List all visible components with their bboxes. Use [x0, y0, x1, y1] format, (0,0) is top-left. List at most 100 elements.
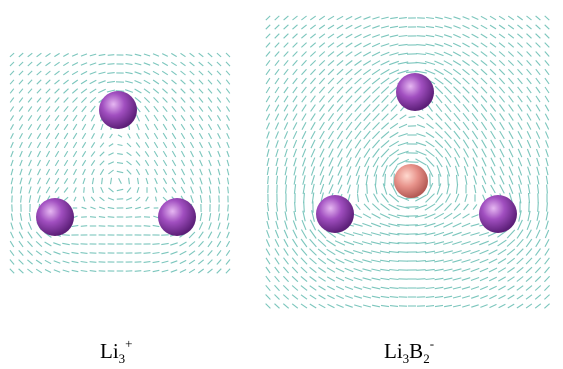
field-arrow	[480, 24, 488, 30]
field-arrow	[453, 148, 461, 158]
field-arrow	[326, 239, 336, 247]
field-arrow	[462, 304, 470, 308]
field-arrow	[425, 193, 435, 203]
field-arrow	[517, 77, 523, 85]
field-arrow	[544, 113, 550, 121]
field-arrow	[319, 183, 325, 195]
field-arrow	[388, 250, 400, 254]
field-arrow	[136, 132, 140, 140]
field-arrow	[71, 70, 79, 76]
field-arrow	[152, 62, 160, 66]
field-arrow	[63, 53, 69, 57]
field-arrow	[356, 175, 360, 185]
field-arrow	[27, 268, 33, 274]
field-arrow	[499, 184, 505, 194]
field-arrow	[143, 79, 151, 85]
field-arrow	[363, 24, 371, 30]
field-arrow	[309, 257, 317, 265]
field-arrow	[301, 33, 307, 39]
field-arrow	[362, 213, 372, 219]
field-arrow	[71, 53, 79, 57]
field-arrow	[265, 239, 271, 247]
field-arrow	[462, 24, 470, 30]
field-arrow	[508, 148, 514, 158]
field-arrow	[317, 257, 327, 265]
field-arrow	[292, 148, 298, 158]
field-arrow	[362, 268, 372, 272]
field-arrow	[328, 139, 334, 149]
field-arrow	[44, 259, 52, 265]
field-arrow	[543, 275, 551, 283]
field-arrow	[334, 240, 346, 246]
field-arrow	[265, 33, 271, 39]
field-arrow	[516, 15, 524, 21]
field-arrow	[265, 294, 271, 300]
field-arrow	[508, 122, 514, 130]
field-arrow	[72, 105, 78, 113]
field-arrow	[283, 113, 289, 121]
field-arrow	[499, 175, 505, 185]
field-arrow	[54, 106, 60, 112]
field-arrow	[480, 68, 488, 76]
field-arrow	[337, 184, 343, 194]
field-arrow	[81, 159, 87, 167]
field-arrow	[398, 34, 408, 38]
field-arrow	[311, 183, 315, 195]
field-arrow	[389, 122, 399, 130]
field-arrow	[354, 42, 362, 48]
field-arrow	[416, 269, 426, 271]
field-arrow	[208, 168, 212, 176]
field-arrow	[89, 270, 97, 272]
field-arrow	[265, 24, 271, 30]
field-arrow	[434, 85, 444, 95]
field-arrow	[282, 303, 290, 309]
field-arrow	[526, 68, 532, 76]
field-arrow	[10, 150, 14, 158]
field-arrow	[443, 295, 453, 299]
field-arrow	[416, 26, 426, 28]
field-arrow	[544, 15, 550, 21]
field-arrow	[346, 148, 352, 158]
field-arrow	[44, 269, 52, 273]
field-arrow	[37, 195, 41, 203]
field-arrow	[527, 175, 531, 185]
field-arrow	[162, 177, 168, 185]
field-arrow	[480, 294, 488, 300]
field-arrow	[498, 276, 506, 282]
field-arrow	[301, 59, 307, 67]
field-arrow	[145, 168, 149, 176]
field-arrow	[479, 258, 489, 264]
field-arrow	[27, 259, 33, 265]
field-arrow	[489, 86, 497, 94]
field-arrow	[109, 177, 113, 185]
field-arrow	[535, 86, 541, 94]
field-arrow	[19, 186, 23, 194]
field-arrow	[416, 35, 426, 37]
field-arrow	[180, 186, 186, 194]
field-arrow	[544, 257, 550, 265]
field-arrow	[300, 285, 308, 291]
field-arrow	[372, 16, 380, 20]
field-arrow	[473, 175, 477, 185]
field-arrow	[28, 212, 32, 222]
field-arrow	[36, 61, 42, 67]
field-arrow	[372, 34, 380, 38]
field-arrow	[416, 52, 426, 56]
field-arrow	[434, 51, 444, 57]
field-arrow	[293, 157, 297, 167]
field-arrow	[416, 44, 426, 46]
field-arrow	[303, 201, 305, 213]
field-arrow	[189, 177, 195, 185]
field-arrow	[309, 24, 317, 30]
field-arrow	[283, 68, 289, 76]
field-arrow	[144, 114, 150, 122]
field-arrow	[544, 95, 550, 103]
field-arrow	[217, 213, 221, 221]
field-arrow	[373, 193, 379, 203]
field-arrow	[162, 187, 168, 193]
field-arrow	[170, 269, 178, 273]
field-arrow	[453, 103, 461, 113]
field-arrow	[284, 157, 288, 167]
field-arrow	[275, 175, 279, 185]
field-arrow	[63, 150, 69, 158]
